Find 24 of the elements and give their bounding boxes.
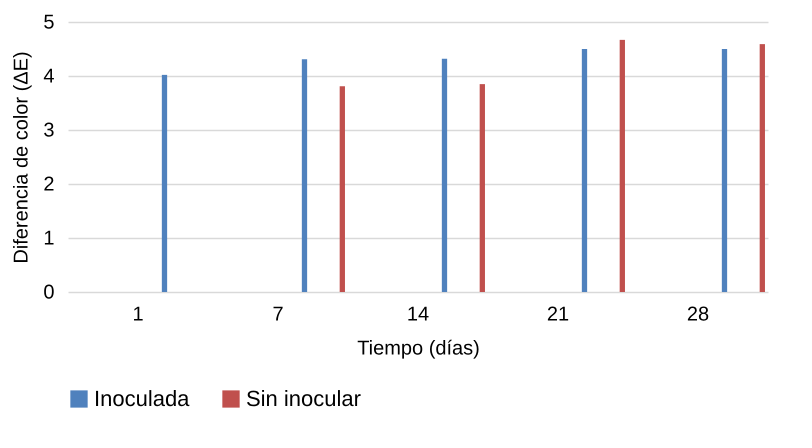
bar: [442, 58, 448, 292]
x-tick-label: 7: [272, 304, 284, 326]
x-tick-label: 21: [546, 304, 570, 326]
bar: [162, 74, 168, 292]
x-tick-label: 1: [132, 304, 144, 326]
y-tick-label: 3: [43, 120, 54, 142]
x-tick-label: 14: [406, 304, 430, 326]
bar: [620, 40, 625, 292]
legend-label: Inoculada: [94, 386, 190, 411]
y-tick-label: 4: [43, 66, 54, 88]
bar: [340, 86, 345, 292]
x-axis-title: Tiempo (días): [357, 338, 480, 360]
bar: [760, 44, 765, 292]
y-tick-label: 2: [43, 174, 54, 196]
bar: [302, 59, 308, 292]
bar: [722, 49, 728, 292]
legend-label: Sin inocular: [246, 386, 361, 411]
bar: [582, 49, 588, 292]
y-tick-label: 1: [43, 228, 54, 250]
y-axis-title: Diferencia de color (ΔE): [10, 51, 32, 264]
y-tick-label: 0: [43, 282, 54, 304]
bar: [480, 84, 485, 292]
x-tick-label: 28: [686, 304, 710, 326]
y-tick-label: 5: [43, 12, 54, 34]
